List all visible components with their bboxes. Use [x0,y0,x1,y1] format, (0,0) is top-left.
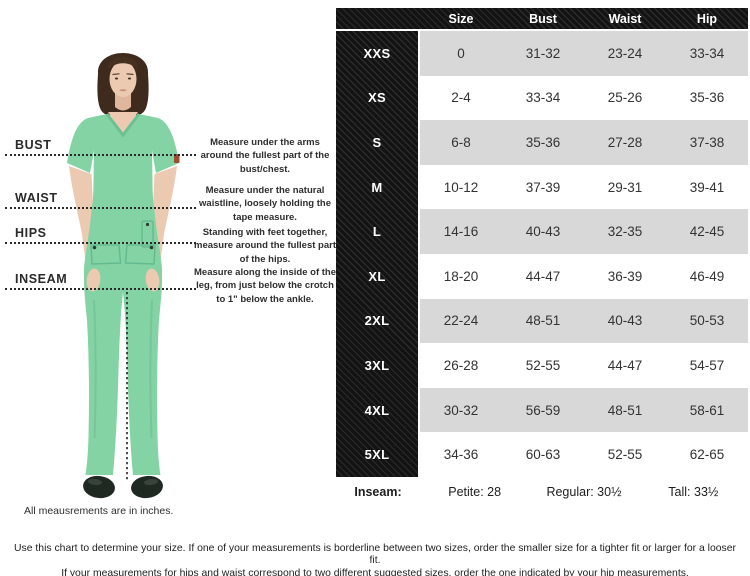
inseam-petite: Petite: 28 [448,484,502,499]
waist-value: 52-55 [607,447,643,463]
bust-value: 35-36 [525,134,561,150]
hip-value: 58-61 [689,402,725,418]
size-table: Size Bust Waist Hip XXS 0 31-32 23-24 33… [336,8,748,477]
inseam-regular: Regular: 30½ [546,484,622,499]
bust-value: 33-34 [525,90,561,106]
size-name: 5XL [364,447,390,463]
table-row: 4XL 30-32 56-59 48-51 58-61 [336,387,748,433]
size-value: 14-16 [443,224,479,240]
size-name: 3XL [364,357,390,373]
table-row: XS 2-4 33-34 25-26 35-36 [336,75,748,121]
table-row: XL 18-20 44-47 36-39 46-49 [336,253,748,299]
bust-value: 37-39 [525,179,561,195]
column-header-waist: Waist [608,11,642,26]
bust-value: 48-51 [525,313,561,329]
size-name: 4XL [364,402,390,418]
figure-shoe-left [83,475,115,499]
measure-desc-bust: Measure under the arms around the fulles… [200,137,330,175]
column-header-size: Size [448,11,474,26]
instruction-line-1: Use this chart to determine your size. I… [14,543,736,567]
measure-desc-hips: Standing with feet together, measure aro… [194,227,337,265]
table-row: M 10-12 37-39 29-31 39-41 [336,164,748,210]
figure-scrub-top [67,114,179,268]
size-name: L [372,224,382,240]
hip-value: 37-38 [689,134,725,150]
waist-value: 44-47 [607,357,643,373]
waist-value: 32-35 [607,224,643,240]
waist-value: 36-39 [607,268,643,284]
column-header-hip: Hip [696,11,718,26]
table-row: L 14-16 40-43 32-35 42-45 [336,209,748,254]
size-value: 2-4 [451,90,471,106]
usage-instructions: Use this chart to determine your size. I… [8,543,742,576]
size-table-header: Size Bust Waist Hip [336,8,748,29]
measure-line-bust: BUST [5,136,196,156]
size-name: XXS [363,45,391,61]
measure-label-waist: WAIST [15,191,58,205]
column-header-bust: Bust [529,11,557,26]
bust-value: 56-59 [525,402,561,418]
bust-value: 44-47 [525,268,561,284]
measure-label-bust: BUST [15,138,52,152]
measure-line-waist: WAIST [5,189,196,209]
hip-value: 50-53 [689,313,725,329]
hip-value: 62-65 [689,447,725,463]
size-value: 30-32 [443,402,479,418]
waist-value: 25-26 [607,90,643,106]
size-value: 0 [457,45,465,61]
measure-label-hips: HIPS [15,226,47,240]
size-name: M [371,179,383,195]
size-table-body: XXS 0 31-32 23-24 33-34 XS 2-4 33-34 25-… [336,31,748,477]
hip-value: 42-45 [689,224,725,240]
inseam-label: Inseam: [354,484,402,499]
size-name: S [372,134,382,150]
hip-value: 35-36 [689,90,725,106]
bust-value: 60-63 [525,447,561,463]
size-name: XS [368,90,386,106]
size-name: XL [368,268,386,284]
measure-label-inseam: INSEAM [15,272,68,286]
bust-value: 31-32 [525,45,561,61]
waist-value: 48-51 [607,402,643,418]
waist-value: 23-24 [607,45,643,61]
table-row: S 6-8 35-36 27-28 37-38 [336,120,748,165]
hip-value: 54-57 [689,357,725,373]
table-row: 3XL 26-28 52-55 44-47 54-57 [336,343,748,388]
size-value: 22-24 [443,313,479,329]
hip-value: 39-41 [689,179,725,195]
measure-desc-inseam: Measure along the inside of the leg, fro… [194,267,336,305]
units-note: All meausrements are in inches. [24,505,174,517]
size-name: 2XL [364,313,390,329]
size-value: 34-36 [443,447,479,463]
inseam-tall: Tall: 33½ [668,484,719,499]
figure-face [109,61,137,97]
model-photo [67,53,180,499]
waist-value: 40-43 [607,313,643,329]
measure-line-hips: HIPS [5,224,196,244]
waist-value: 27-28 [607,134,643,150]
hip-value: 33-34 [689,45,725,61]
size-value: 6-8 [451,134,471,150]
bust-value: 52-55 [525,357,561,373]
table-row: 5XL 34-36 60-63 52-55 62-65 [336,432,748,477]
instruction-line-2: If your measurements for hips and waist … [61,567,689,576]
brand-patch [174,154,180,163]
measure-line-inseam: INSEAM [5,270,196,290]
bust-value: 40-43 [525,224,561,240]
table-row: XXS 0 31-32 23-24 33-34 [336,31,748,76]
hip-value: 46-49 [689,268,725,284]
measure-desc-waist: Measure under the natural waistline, loo… [199,185,331,223]
inseam-options: Inseam: Petite: 28 Regular: 30½ Tall: 33… [336,483,748,500]
size-value: 10-12 [443,179,479,195]
waist-value: 29-31 [607,179,643,195]
figure-shoe-right [131,475,163,499]
table-row: 2XL 22-24 48-51 40-43 50-53 [336,298,748,344]
size-name-column [336,31,418,477]
size-value: 18-20 [443,268,479,284]
size-value: 26-28 [443,357,479,373]
figure-scrub-pants [83,268,163,475]
